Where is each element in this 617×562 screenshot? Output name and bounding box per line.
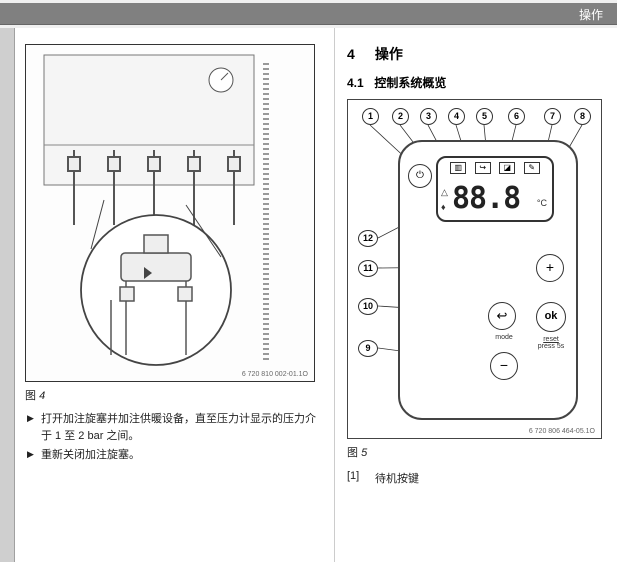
back-icon: ↩ [497,308,508,323]
legend-row: [1] 待机按键 [347,470,607,486]
section-title: 操作 [375,46,403,62]
callout-5: 5 [476,108,493,125]
minus-icon: − [500,357,508,373]
callout-2: 2 [392,108,409,125]
instruction-item: 打开加注旋塞并加注供暖设备，直至压力计显示的压力介于 1 至 2 bar 之间。 [27,411,320,444]
figure-4: 6 720 810 002-01.1O [25,44,315,382]
unit-label: °C [537,198,547,208]
legend-text: 待机按键 [375,470,419,486]
power-button[interactable]: ⏻ [408,164,432,188]
back-button[interactable]: ↩ [488,302,516,330]
callout-6: 6 [508,108,525,125]
mode-label: mode [488,334,520,341]
ok-button[interactable]: ok [536,302,566,332]
disp-icon-1: ▥ [450,162,466,174]
section-number: 4 [347,46,371,62]
figure-5-caption: 图 5 [347,444,607,460]
figure-4-svg [26,45,315,382]
figure-4-caption: 图 4 [25,387,320,403]
reset-text: reset [543,336,559,343]
section-heading: 4 操作 [347,44,607,64]
segment-display: 88.8 [452,181,520,216]
page-body: 6 720 810 002-01.1O 图 4 打开加注旋塞并加注供暖设备，直至… [0,28,617,562]
subsection-title: 控制系统概览 [374,76,446,90]
instruction-text: 重新关闭加注旋塞。 [41,449,140,461]
instruction-item: 重新关闭加注旋塞。 [27,447,320,464]
callout-11: 11 [358,260,378,277]
control-panel: ⏻ ▥ ↪ ◪ ✎ △ ♦ 88.8 °C + ok ↩ − [398,140,578,420]
callout-4: 4 [448,108,465,125]
legend-key: [1] [347,470,375,486]
callout-7: 7 [544,108,561,125]
callout-10: 10 [358,298,378,315]
callout-9: 9 [358,340,378,357]
left-column: 6 720 810 002-01.1O 图 4 打开加注旋塞并加注供暖设备，直至… [15,28,335,562]
plus-icon: + [546,259,554,275]
figure-5-ref: 6 720 806 464-05.1O [529,428,595,435]
lcd-display: ▥ ↪ ◪ ✎ △ ♦ 88.8 °C [436,156,554,222]
right-column: 4 操作 4.1 控制系统概览 1 2 3 4 5 6 7 8 12 11 10… [335,28,617,562]
legend-list: [1] 待机按键 [347,470,607,486]
disp-icon-2: ↪ [475,162,491,174]
disp-icon-3: ◪ [499,162,515,174]
callout-8: 8 [574,108,591,125]
page-header: 操作 [0,3,617,25]
power-icon: ⏻ [416,170,424,181]
binding-strip [0,28,15,562]
plus-button[interactable]: + [536,254,564,282]
disp-icon-4: ✎ [524,162,540,174]
reset-label: reset press 5s [536,336,566,350]
figure-5: 1 2 3 4 5 6 7 8 12 11 10 9 [347,99,602,439]
reset-sub: press 5s [538,343,564,350]
callout-1: 1 [362,108,379,125]
warning-icon: △ [441,187,448,198]
instruction-list: 打开加注旋塞并加注供暖设备，直至压力计显示的压力介于 1 至 2 bar 之间。… [25,411,320,464]
caption-prefix: 图 [25,390,36,402]
instruction-text: 打开加注旋塞并加注供暖设备，直至压力计显示的压力介于 1 至 2 bar 之间。 [41,413,316,442]
caption-number: 4 [39,390,45,402]
caption-number: 5 [361,447,367,459]
display-icons-row: ▥ ↪ ◪ ✎ [446,162,544,174]
callout-3: 3 [420,108,437,125]
callout-12: 12 [358,230,378,247]
subsection-number: 4.1 [347,76,371,90]
ok-label: ok [545,310,558,322]
figure-4-ref: 6 720 810 002-01.1O [242,371,308,378]
drop-icon: ♦ [441,202,446,212]
minus-button[interactable]: − [490,352,518,380]
subsection-heading: 4.1 控制系统概览 [347,74,607,91]
caption-prefix: 图 [347,447,358,459]
header-title: 操作 [579,8,603,22]
